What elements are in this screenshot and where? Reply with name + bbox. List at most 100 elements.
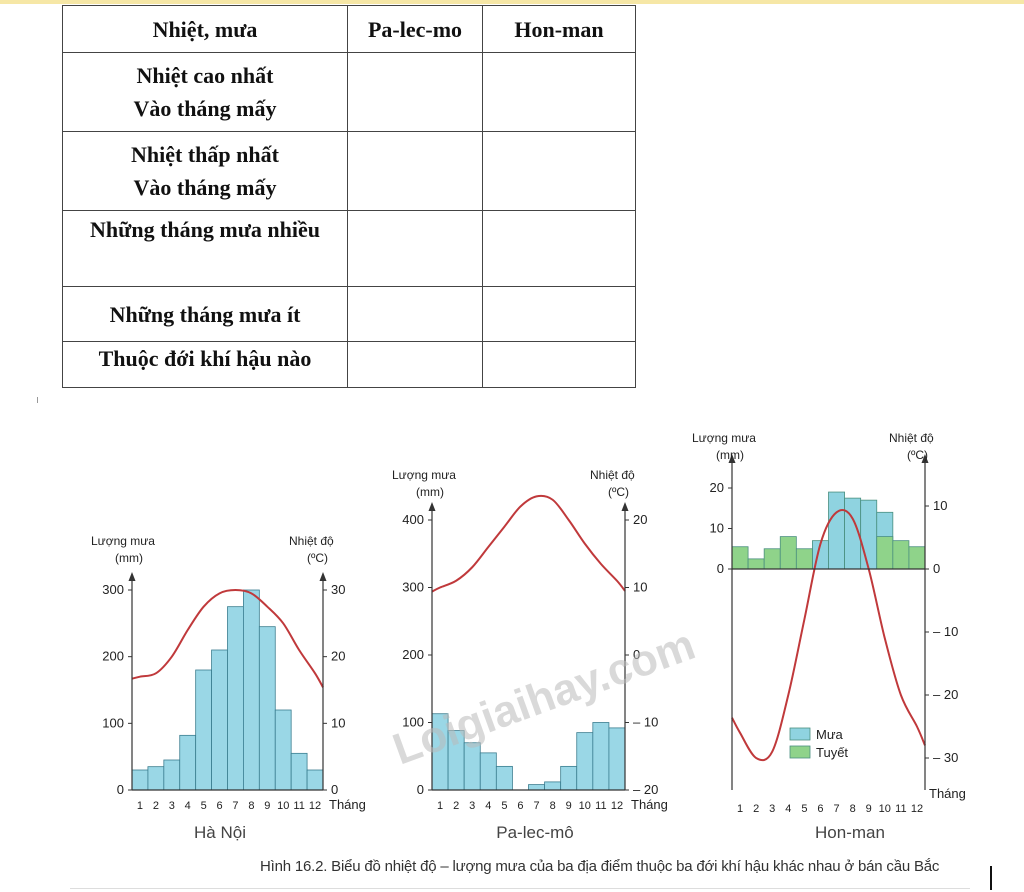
month-label: 10 xyxy=(277,800,289,812)
left-tick-label: 300 xyxy=(402,580,424,595)
month-label: 1 xyxy=(437,800,443,812)
table-cell[interactable] xyxy=(347,52,483,132)
rain-bar xyxy=(147,766,165,791)
left-tick-label: 100 xyxy=(402,715,424,730)
month-label: 4 xyxy=(785,803,791,815)
month-label: 2 xyxy=(153,800,159,812)
text-cursor xyxy=(990,866,992,890)
table-cell[interactable] xyxy=(482,341,636,388)
left-tick-label: 0 xyxy=(417,782,424,797)
month-label: 8 xyxy=(850,803,856,815)
left-tick-label: 20 xyxy=(710,480,724,495)
month-label: 3 xyxy=(769,803,775,815)
snow-bar xyxy=(747,558,765,570)
table-cell[interactable] xyxy=(347,210,483,287)
top-bar xyxy=(0,0,1024,4)
rain-bar xyxy=(528,784,545,791)
left-axis-unit: (mm) xyxy=(115,551,143,565)
legend-swatch xyxy=(789,745,811,759)
rain-bar xyxy=(608,727,626,791)
month-label: 2 xyxy=(453,800,459,812)
right-axis-title: Nhiệt độ xyxy=(590,468,635,482)
month-label: 11 xyxy=(595,800,606,812)
chart-title: Hà Nội xyxy=(194,823,246,842)
rain-bar xyxy=(195,669,212,791)
comparison-table: Nhiệt, mưa Pa-lec-mo Hon-man Nhiệt cao n… xyxy=(62,5,636,388)
month-label: 7 xyxy=(833,803,839,815)
table-header-cell: Nhiệt, mưa xyxy=(62,5,348,53)
table-cell[interactable] xyxy=(482,286,636,342)
rain-bar xyxy=(479,752,497,791)
month-label: 11 xyxy=(293,800,304,812)
right-tick-label: 0 xyxy=(331,782,338,797)
x-axis-label: Tháng xyxy=(929,786,966,801)
table-cell[interactable] xyxy=(347,341,483,388)
month-label: 7 xyxy=(232,800,238,812)
margin-mark xyxy=(37,397,38,403)
row-label-line: Nhiệt cao nhất xyxy=(136,63,274,88)
right-tick-label: 10 xyxy=(933,498,947,513)
right-axis-unit: (ºC) xyxy=(907,448,928,462)
row-label-line: Vào tháng mấy xyxy=(133,96,277,121)
month-label: 5 xyxy=(501,800,507,812)
month-label: 4 xyxy=(185,800,191,812)
table-header-row: Nhiệt, mưa Pa-lec-mo Hon-man xyxy=(62,5,636,53)
month-label: 12 xyxy=(611,800,623,812)
left-axis-unit: (mm) xyxy=(716,448,744,462)
table-row-label: Những tháng mưa ít xyxy=(62,286,348,342)
month-label: 12 xyxy=(309,800,321,812)
rain-bar xyxy=(495,765,513,791)
month-label: 3 xyxy=(469,800,475,812)
bottom-divider xyxy=(70,888,970,889)
right-tick-label: 30 xyxy=(331,582,345,597)
table-cell[interactable] xyxy=(482,52,636,132)
left-tick-label: 0 xyxy=(117,782,124,797)
month-label: 4 xyxy=(485,800,491,812)
right-tick-label: – 10 xyxy=(633,715,658,730)
month-label: 12 xyxy=(911,803,923,815)
month-label: 6 xyxy=(817,803,823,815)
rain-bar xyxy=(243,589,260,791)
temperature-line xyxy=(731,508,926,762)
axis-arrow xyxy=(728,454,736,463)
month-label: 9 xyxy=(866,803,872,815)
snow-bar xyxy=(795,548,813,570)
month-label: 5 xyxy=(201,800,207,812)
row-label-line: Vào tháng mấy xyxy=(133,175,277,200)
rain-bar xyxy=(258,626,276,791)
table-cell[interactable] xyxy=(347,286,483,342)
left-tick-label: 200 xyxy=(102,649,124,664)
month-label: 5 xyxy=(801,803,807,815)
rain-bar xyxy=(306,769,324,791)
table-row: Nhiệt thấp nhất Vào tháng mấy xyxy=(62,131,636,211)
table-cell[interactable] xyxy=(482,210,636,287)
row-label-line: Nhiệt thấp nhất xyxy=(131,142,279,167)
axis-arrow xyxy=(319,572,327,581)
left-axis-unit: (mm) xyxy=(416,485,444,499)
right-tick-label: 10 xyxy=(633,580,647,595)
rain-bar xyxy=(274,709,292,791)
table-cell[interactable] xyxy=(482,131,636,211)
table-row-label: Những tháng mưa nhiều xyxy=(62,210,348,287)
left-axis-title: Lượng mưa xyxy=(91,534,155,548)
snow-bar xyxy=(731,546,749,570)
month-label: 1 xyxy=(137,800,143,812)
legend-label: Tuyết xyxy=(816,745,848,760)
table-cell[interactable] xyxy=(347,131,483,211)
left-tick-label: 400 xyxy=(402,512,424,527)
temperature-line xyxy=(131,588,324,688)
x-axis-label: Tháng xyxy=(329,797,366,812)
rain-bar xyxy=(860,499,878,570)
month-label: 9 xyxy=(264,800,270,812)
right-tick-label: 0 xyxy=(633,647,640,662)
row-label-line: Thuộc đới khí hậu nào xyxy=(98,346,312,371)
month-label: 10 xyxy=(579,800,591,812)
right-tick-label: 0 xyxy=(933,561,940,576)
rain-bar xyxy=(828,491,845,570)
rain-bar xyxy=(592,722,610,791)
left-tick-label: 0 xyxy=(717,561,724,576)
table-row-label: Nhiệt thấp nhất Vào tháng mấy xyxy=(62,131,348,211)
right-tick-label: – 10 xyxy=(933,624,958,639)
right-tick-label: – 20 xyxy=(633,782,658,797)
